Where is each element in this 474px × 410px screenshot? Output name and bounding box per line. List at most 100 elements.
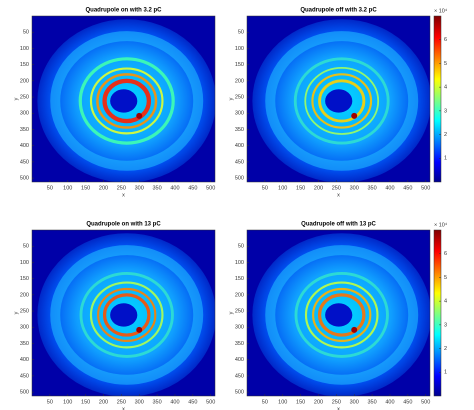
y-tick-label: 400 (235, 143, 244, 149)
hot-spot (351, 112, 358, 119)
x-tick-label: 300 (350, 185, 359, 191)
y-tick-label: 250 (20, 309, 29, 315)
axes-box (246, 229, 431, 397)
y-tick-label: 300 (20, 111, 29, 117)
x-tick-label: 200 (99, 185, 108, 191)
x-tick-label: 150 (296, 399, 305, 405)
x-tick-label: 400 (170, 399, 179, 405)
panel-title: Quadrupole off with 3.2 pC (300, 8, 377, 14)
colorbar-tick-label: 6 (444, 37, 447, 43)
x-tick-label: 50 (262, 185, 268, 191)
y-tick-label: 350 (235, 127, 244, 133)
colorbar (433, 15, 442, 183)
colorbar-tick-label: 2 (444, 346, 447, 352)
y-tick-label: 200 (235, 292, 244, 298)
y-tick-label: 300 (235, 325, 244, 331)
y-tick-label: 350 (235, 341, 244, 347)
x-tick-label: 250 (332, 399, 341, 405)
faint-ring (265, 245, 419, 385)
ring (89, 67, 164, 135)
y-axis-label: y (228, 311, 234, 314)
center-hole (325, 303, 353, 327)
x-tick-label: 500 (206, 185, 215, 191)
y-tick-label: 100 (235, 46, 244, 52)
colorbar-tick-label: 4 (444, 85, 447, 91)
x-tick-label: 500 (421, 399, 430, 405)
colorbar-tick-label: 3 (444, 322, 447, 328)
y-axis-label: y (13, 311, 19, 314)
y-tick-label: 50 (23, 30, 29, 36)
y-tick-label: 50 (238, 30, 244, 36)
ring (102, 293, 151, 337)
panel-title: Quadrupole off with 13 pC (301, 222, 376, 228)
x-tick-label: 150 (81, 185, 90, 191)
colorbar-multiplier: × 10⁴ (434, 221, 448, 228)
x-tick-label: 350 (368, 185, 377, 191)
y-axis-label: y (13, 97, 19, 100)
y-tick-label: 500 (20, 390, 29, 396)
center-hole (325, 89, 353, 113)
image-panel (247, 230, 430, 396)
x-tick-label: 400 (385, 185, 394, 191)
y-tick-label: 100 (20, 46, 29, 52)
ring (311, 73, 373, 129)
x-tick-label: 250 (117, 399, 126, 405)
ring (89, 281, 164, 349)
ring (293, 57, 390, 145)
colorbar-tick-label: 6 (444, 251, 447, 257)
ring (318, 79, 366, 123)
y-tick-label: 100 (235, 260, 244, 266)
x-axis-label: x (337, 406, 340, 410)
x-tick-label: 200 (99, 399, 108, 405)
ring (102, 78, 152, 124)
axes-box (246, 15, 431, 183)
x-tick-label: 100 (63, 185, 72, 191)
x-tick-label: 350 (153, 399, 162, 405)
y-tick-label: 500 (235, 390, 244, 396)
x-tick-label: 150 (296, 185, 305, 191)
x-tick-label: 50 (47, 185, 53, 191)
y-tick-label: 250 (235, 95, 244, 101)
x-tick-label: 350 (368, 399, 377, 405)
y-tick-label: 400 (235, 357, 244, 363)
y-tick-label: 50 (238, 244, 244, 250)
panel-title: Quadrupole on with 3.2 pC (85, 8, 162, 14)
x-tick-label: 100 (278, 399, 287, 405)
ring (97, 287, 157, 342)
x-axis-label: x (122, 406, 125, 410)
axes-box (31, 229, 216, 397)
x-tick-label: 450 (188, 185, 197, 191)
x-axis-label: x (122, 192, 125, 198)
y-tick-label: 150 (235, 62, 244, 68)
y-tick-label: 200 (20, 78, 29, 84)
ring (304, 66, 380, 135)
x-tick-label: 200 (314, 185, 323, 191)
y-tick-label: 500 (20, 176, 29, 182)
x-tick-label: 150 (81, 399, 90, 405)
y-tick-label: 200 (235, 78, 244, 84)
ring (304, 281, 379, 349)
axes-box (31, 15, 216, 183)
colorbar-tick-label: 1 (444, 156, 447, 162)
colorbar-tick-label: 5 (444, 61, 447, 67)
colorbar-tick-label: 4 (444, 299, 447, 305)
x-tick-label: 50 (47, 399, 53, 405)
center-hole (110, 89, 138, 113)
ring (294, 272, 389, 358)
y-axis-label: y (228, 97, 234, 100)
x-tick-label: 300 (135, 399, 144, 405)
y-tick-label: 350 (20, 127, 29, 133)
colorbar-tick-label: 5 (444, 275, 447, 281)
image-panel (32, 16, 215, 182)
y-tick-label: 250 (20, 95, 29, 101)
x-tick-label: 450 (403, 399, 412, 405)
y-tick-label: 150 (20, 62, 29, 68)
x-tick-label: 50 (262, 399, 268, 405)
y-tick-label: 150 (235, 276, 244, 282)
colorbar-tick-label: 1 (444, 370, 447, 376)
y-tick-label: 450 (20, 373, 29, 379)
y-tick-label: 450 (235, 373, 244, 379)
hot-spot (351, 326, 358, 333)
x-tick-label: 400 (385, 399, 394, 405)
